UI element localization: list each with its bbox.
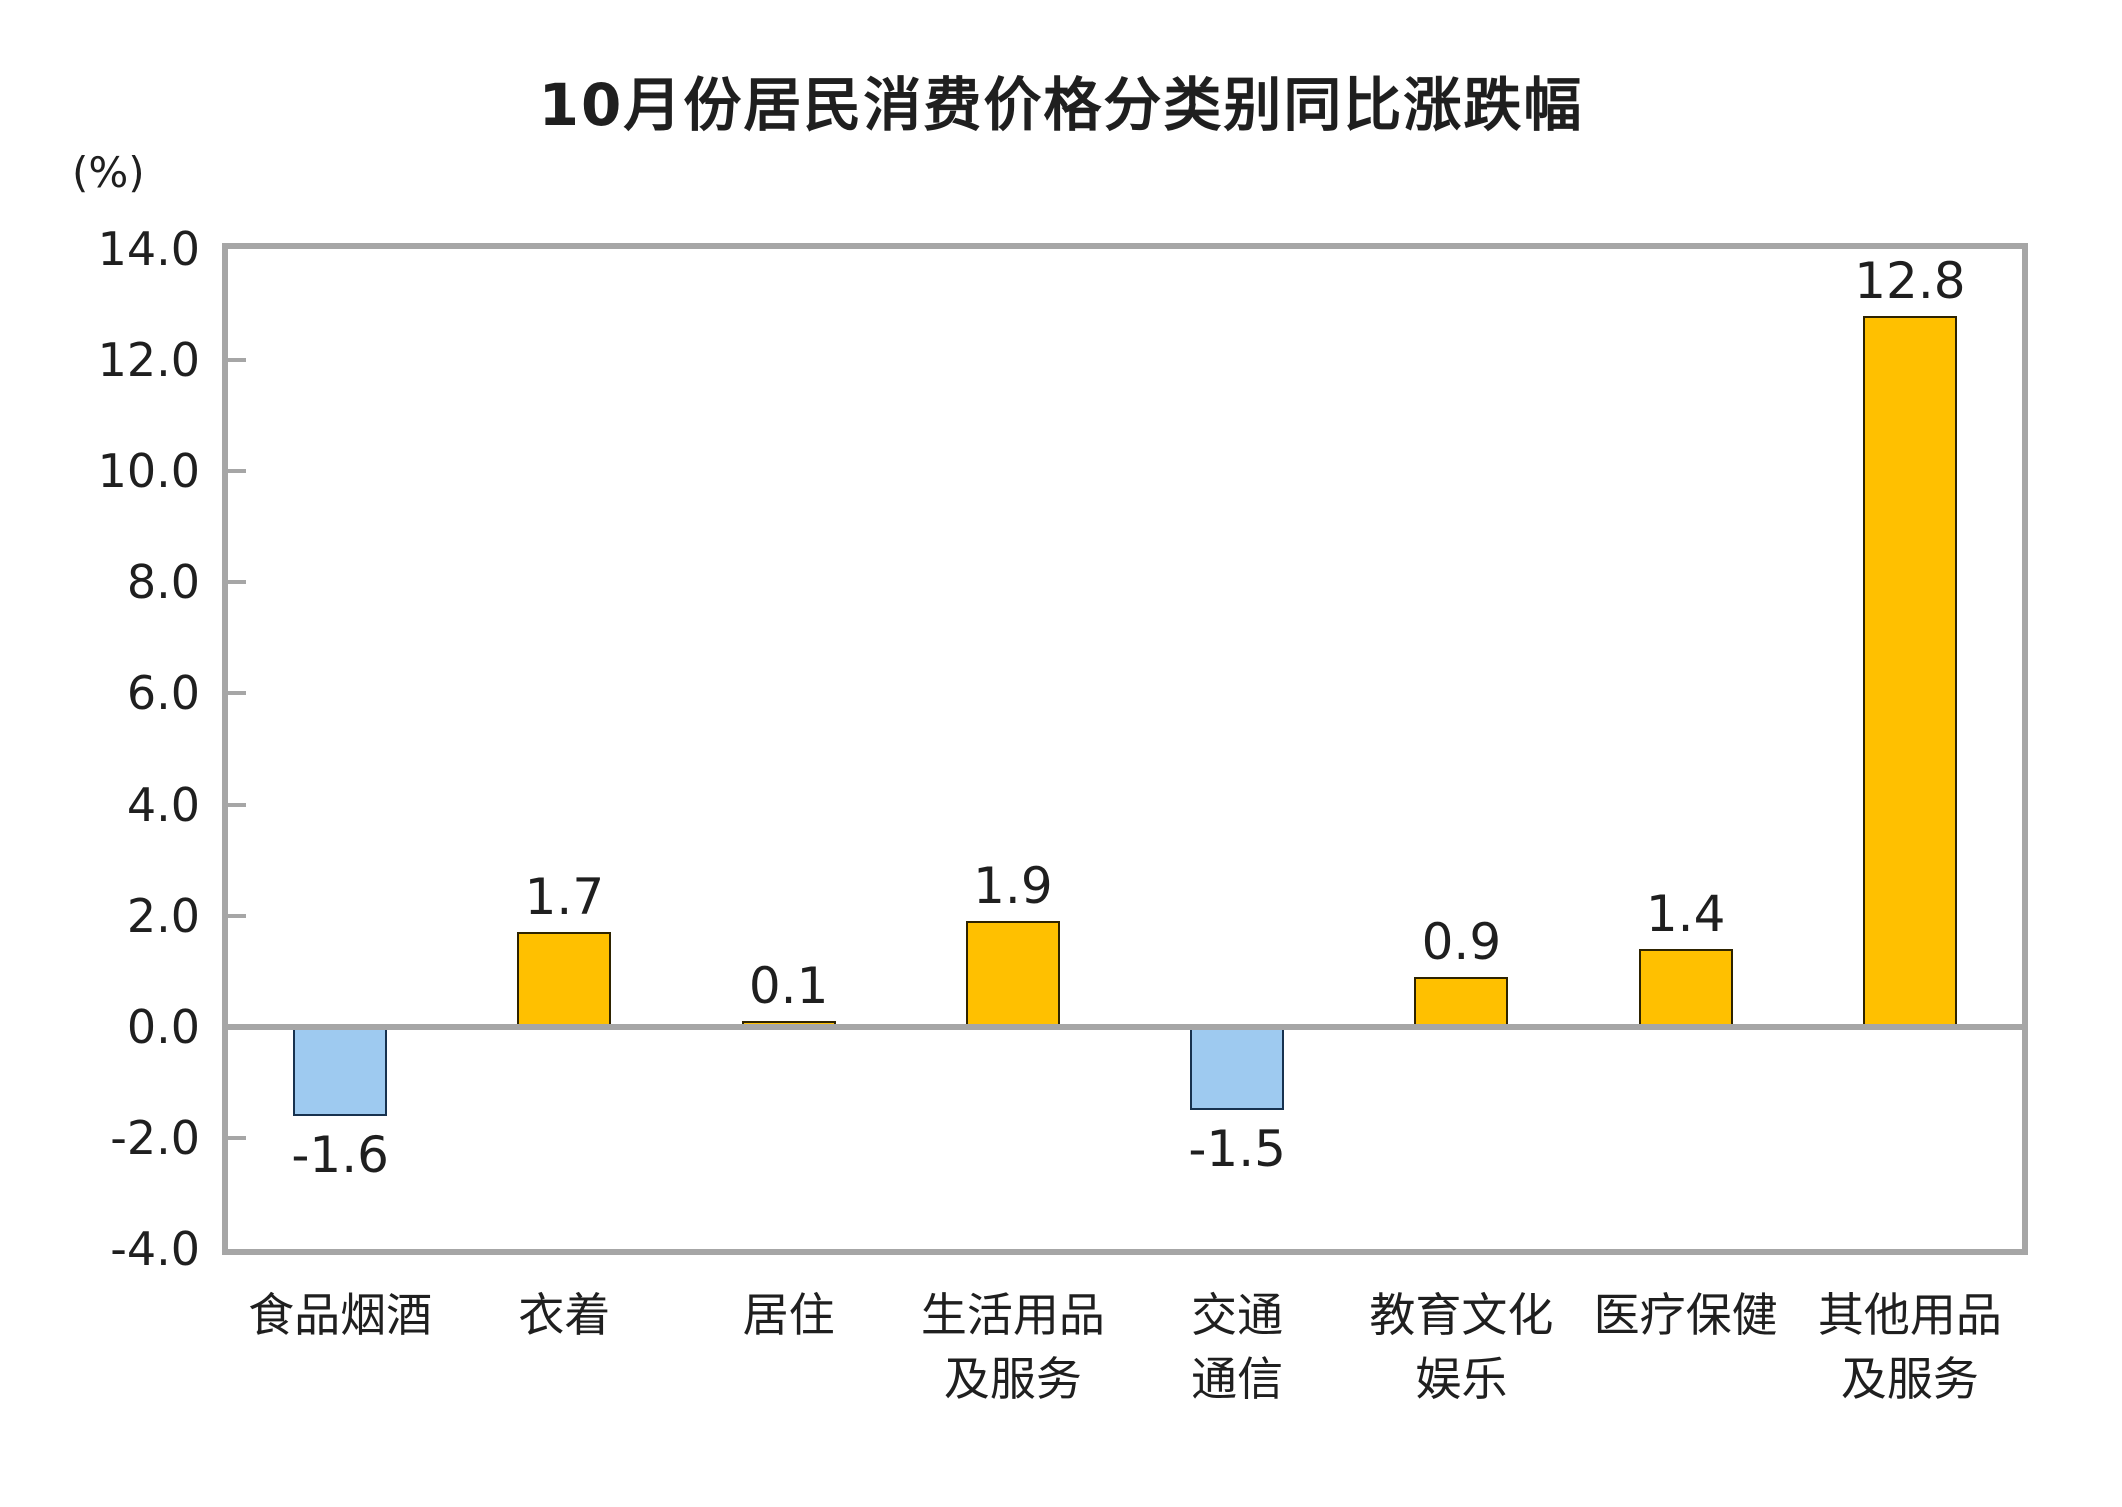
bar-value-label: 0.1 [748,957,829,1016]
x-axis-label: 交通 通信 [1191,1288,1284,1406]
bar [1862,315,1957,1027]
x-axis-label: 其他用品 及服务 [1817,1288,2002,1406]
bar-value-label: 12.8 [1854,251,1966,310]
bar-value-label: -1.5 [1188,1120,1286,1179]
y-tick-mark [228,469,246,474]
y-tick-mark [228,580,246,585]
x-axis-label: 医疗保健 [1593,1288,1778,1342]
y-tick-mark [228,358,246,363]
x-axis-label: 居住 [742,1288,835,1342]
y-axis-label: 4.0 [126,777,200,832]
y-tick-mark [228,1135,246,1140]
bar [1414,976,1509,1027]
bar [965,921,1060,1027]
y-axis-label: 10.0 [97,444,200,499]
y-axis-label: 6.0 [126,666,200,721]
bar-value-label: 0.9 [1421,912,1502,971]
x-axis-label: 食品烟酒 [248,1288,433,1342]
y-axis-label: -2.0 [110,1110,200,1165]
bar-value-label: -1.6 [291,1125,389,1184]
y-axis-label: 8.0 [126,555,200,610]
bar-value-label: 1.4 [1645,885,1726,943]
bar [1190,1026,1285,1111]
y-axis-label: 12.0 [97,333,200,388]
zero-axis-line [228,1023,2022,1030]
chart-title: 10月份居民消费价格分类别同比涨跌幅 [538,71,1584,139]
y-axis-label: 2.0 [126,888,200,943]
y-axis-label: -4.0 [110,1222,200,1276]
plot-area: -1.6 1.7 0.1 1.9 -1.5 0.9 1.4 12.8 [222,243,2028,1255]
bar-value-label: 1.9 [973,857,1053,916]
y-axis-label: 0.0 [126,999,200,1054]
x-axis-label: 衣着 [518,1288,611,1342]
bar [293,1026,388,1116]
bar [517,932,612,1027]
y-tick-mark [228,913,246,918]
bar [1638,949,1733,1027]
x-axis-label: 生活用品 及服务 [920,1288,1105,1406]
bar-value-label: 1.7 [524,868,605,927]
y-axis-unit-label: (%) [72,148,145,197]
y-axis-label: 14.0 [97,222,200,276]
x-axis-label: 教育文化 娱乐 [1369,1288,1554,1406]
y-tick-mark [228,802,246,807]
y-tick-mark [228,691,246,696]
